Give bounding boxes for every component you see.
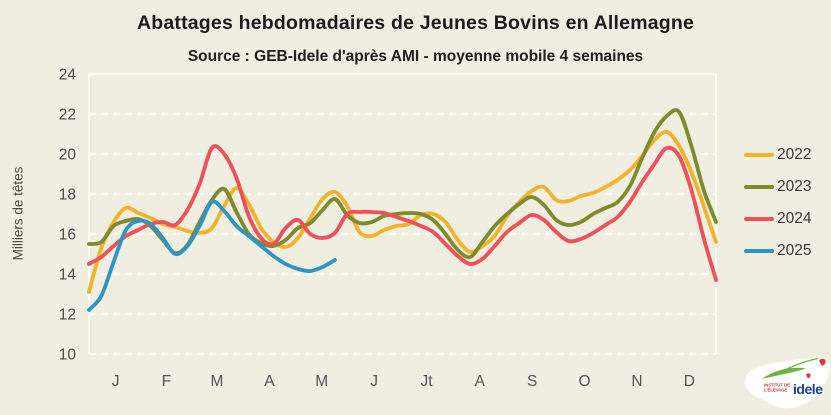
x-month-label-11: D <box>684 373 695 390</box>
x-month-label-4: M <box>315 373 328 390</box>
chart-title: Abattages hebdomadaires de Jeunes Bovins… <box>136 12 695 34</box>
x-month-label-3: A <box>264 373 275 390</box>
x-month-label-10: N <box>631 373 642 390</box>
legend-item-2024: 2024 <box>744 203 811 235</box>
x-month-label-2: M <box>211 373 224 390</box>
x-month-label-1: F <box>162 373 171 390</box>
legend-item-2025: 2025 <box>744 235 811 267</box>
chart-legend: 2022 2023 2024 2025 <box>744 139 811 267</box>
logo-institute-line1: INSTITUT DE <box>764 383 790 388</box>
logo-swoosh-leaf <box>762 367 806 379</box>
x-month-label-8: S <box>527 373 537 390</box>
y-tick-label-10: 10 <box>59 347 77 364</box>
legend-label-2022: 2022 <box>777 146 812 163</box>
logo-red-flag <box>819 358 826 366</box>
x-month-label-6: Jt <box>421 373 434 390</box>
legend-swatch-2024 <box>744 216 774 222</box>
legend-item-2022: 2022 <box>744 139 811 171</box>
y-tick-label-20: 20 <box>59 147 77 164</box>
idele-logo: INSTITUT DE L'ÉLEVAGE idele <box>745 357 830 409</box>
y-tick-label-22: 22 <box>59 107 76 124</box>
series-line-2025 <box>87 199 337 312</box>
y-tick-label-12: 12 <box>59 307 76 324</box>
legend-label-2024: 2024 <box>777 210 812 227</box>
y-tick-label-18: 18 <box>59 187 76 204</box>
legend-label-2023: 2023 <box>777 178 812 195</box>
logo-red-accent <box>806 373 811 379</box>
logo-shape <box>745 357 830 409</box>
legend-swatch-2022 <box>744 152 774 158</box>
legend-swatch-2025 <box>744 248 774 254</box>
legend-item-2023: 2023 <box>744 171 811 203</box>
logo-brand: idele <box>793 381 823 397</box>
chart-subtitle: Source : GEB-Idele d'après AMI - moyenne… <box>187 48 644 65</box>
y-tick-label-14: 14 <box>59 267 77 284</box>
logo-institute-line2: L'ÉLEVAGE <box>764 388 787 393</box>
x-month-label-7: A <box>475 373 486 390</box>
x-month-label-9: O <box>579 373 591 390</box>
y-tick-label-24: 24 <box>59 67 77 84</box>
x-month-label-0: J <box>112 373 120 390</box>
x-month-label-5: J <box>370 373 378 390</box>
series-line-2023 <box>87 108 718 260</box>
logo-swoosh-tail <box>775 357 819 376</box>
legend-label-2025: 2025 <box>777 242 812 259</box>
series-line-2024 <box>87 144 718 282</box>
legend-swatch-2023 <box>744 184 774 190</box>
y-tick-label-16: 16 <box>59 227 76 244</box>
